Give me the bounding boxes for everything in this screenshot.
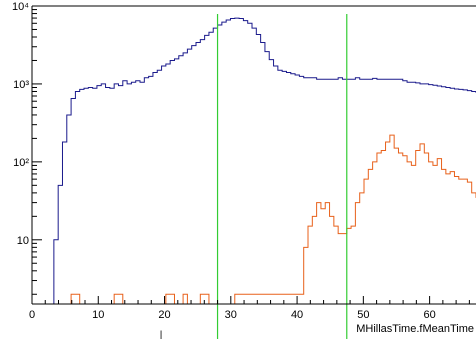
y-tick-label: 10⁴ [12, 1, 29, 13]
y-tick-label: 10³ [13, 79, 29, 91]
x-axis-title: MHillasTime.fMeanTime [356, 323, 474, 335]
y-tick-label: 10 [17, 235, 29, 247]
x-tick-label: 0 [29, 309, 35, 321]
axes [31, 5, 476, 305]
cut-lines [216, 14, 348, 339]
y-tick-label: 10² [13, 157, 29, 169]
ticks: 0 10 20 30 40 50 60 10 10² 10³ 10⁴ [12, 1, 470, 321]
plot-background [32, 6, 476, 304]
x-tick-label: 20 [158, 309, 170, 321]
x-tick-label: 10 [92, 309, 104, 321]
bottom-tick-mark-label: | [160, 330, 163, 339]
x-tick-label: 50 [357, 309, 369, 321]
x-tick-label: 40 [291, 309, 303, 321]
x-tick-label: 30 [225, 309, 237, 321]
series-line-0 [45, 17, 476, 305]
x-tick-label: 60 [423, 309, 435, 321]
